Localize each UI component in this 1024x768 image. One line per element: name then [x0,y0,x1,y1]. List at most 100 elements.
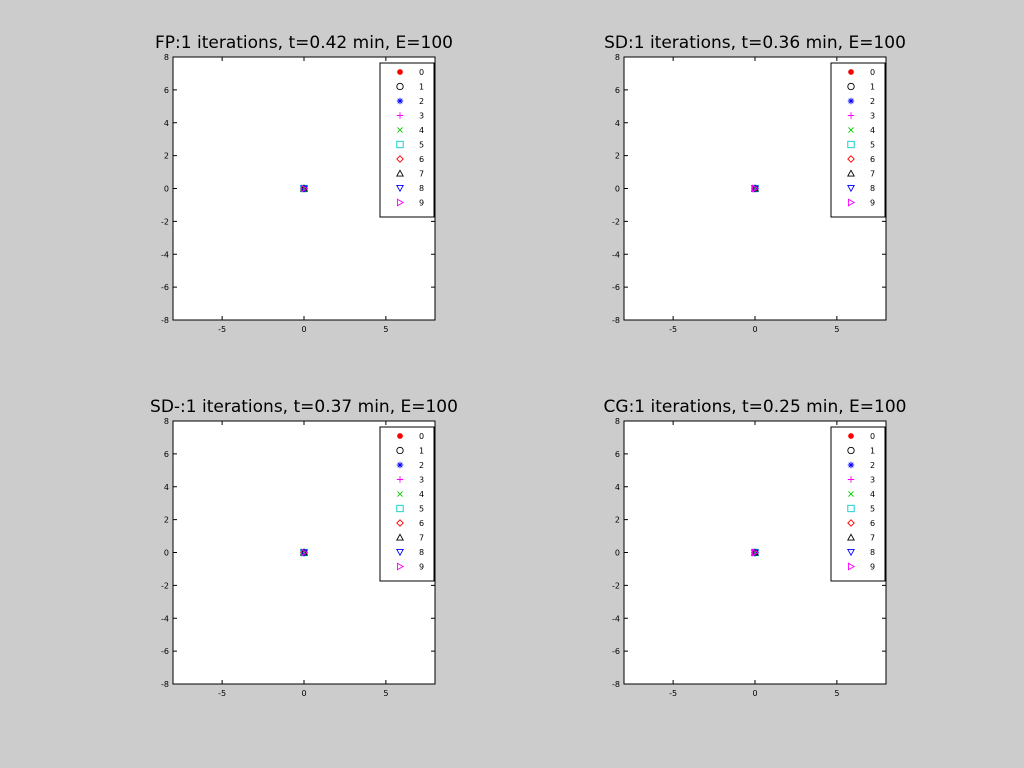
legend-marker-2 [847,97,855,105]
legend-label: 9 [419,563,424,572]
data-point-series-9 [300,184,309,193]
legend-label: 8 [419,184,424,193]
legend-marker-8 [396,548,404,557]
y-tick-label: 2 [615,516,620,525]
y-tick-label: -8 [161,316,169,325]
subplot-2: SD:1 iterations, t=0.36 min, E=100 -5 0 5 8 6… [604,33,906,334]
x-tick-label: 0 [301,689,306,698]
legend-box [830,426,886,582]
y-tick-label: 6 [164,450,169,459]
y-tick-label: 4 [615,483,620,492]
legend-marker-3 [396,476,404,483]
y-tick-label: -2 [612,581,620,590]
legend-label: 7 [419,534,424,543]
legend-marker-6 [847,519,855,527]
subplot-1: FP:1 iterations, t=0.42 min, E=100 -5 0 5 8 6… [155,33,453,334]
data-point-series-8 [751,185,759,193]
x-tick-label: 0 [752,325,757,334]
y-tick-label: 0 [164,549,169,558]
legend-marker-6 [396,519,404,527]
data-point-series-8 [300,185,308,193]
y-tick-label: 8 [615,417,620,426]
legend-label: 4 [870,126,875,135]
legend-marker-4 [848,127,854,133]
legend-label: 4 [870,490,875,499]
data-point-series-8 [300,549,308,557]
y-tick-label: -2 [161,581,169,590]
y-tick-label: 6 [164,86,169,95]
legend-label: 2 [419,97,424,106]
legend-marker-0 [397,69,403,75]
legend-marker-1 [847,446,855,455]
legend-marker-0 [397,433,403,439]
legend-marker-1 [396,82,404,91]
data-point-series-9 [751,184,760,193]
x-tick-label: -5 [218,325,226,334]
y-tick-label: 2 [164,152,169,161]
y-tick-label: -8 [612,316,620,325]
x-tick-label: 5 [383,689,388,698]
y-tick-label: -8 [612,680,620,689]
legend-marker-2 [396,97,404,105]
legend-marker-9 [847,562,856,571]
x-tick-label: -5 [669,325,677,334]
legend: 0 1 2 3 4 5 6 7 8 9 [379,62,435,218]
x-tick-label: 5 [834,325,839,334]
legend-label: 6 [419,519,424,528]
legend-marker-3 [847,112,855,119]
y-tick-label: -4 [612,614,620,623]
y-tick-label: 6 [615,86,620,95]
legend-label: 3 [870,112,875,121]
legend-marker-3 [847,476,855,483]
legend-label: 6 [870,155,875,164]
x-tick-label: -5 [218,689,226,698]
legend-marker-3 [396,112,404,119]
plot-title: SD:1 iterations, t=0.36 min, E=100 [604,33,906,53]
legend-marker-7 [396,533,404,541]
legend: 0 1 2 3 4 5 6 7 8 9 [379,426,435,582]
legend-box [379,62,435,218]
legend-label: 2 [870,461,875,470]
legend-label: 0 [870,432,875,441]
legend-marker-8 [847,548,855,557]
y-tick-label: -2 [161,217,169,226]
legend-label: 9 [870,563,875,572]
legend-marker-7 [396,169,404,177]
y-tick-label: 2 [615,152,620,161]
data-point-series-9 [751,548,760,557]
y-tick-label: 2 [164,516,169,525]
legend-label: 3 [419,476,424,485]
legend-marker-1 [396,446,404,455]
legend-marker-0 [848,433,854,439]
y-tick-label: 4 [164,119,169,128]
legend-box [379,426,435,582]
legend-label: 2 [419,461,424,470]
y-tick-label: 8 [615,53,620,62]
data-point-series-9 [300,548,309,557]
legend-label: 6 [870,519,875,528]
y-tick-label: 0 [164,185,169,194]
legend-label: 7 [419,170,424,179]
y-tick-label: 0 [615,549,620,558]
legend-marker-9 [847,198,856,207]
legend-marker-2 [847,461,855,469]
y-tick-label: 8 [164,53,169,62]
y-tick-label: -6 [612,647,620,656]
y-tick-label: -2 [612,217,620,226]
legend-label: 1 [419,83,424,92]
subplot-3: SD-:1 iterations, t=0.37 min, E=100 -5 0 5 8… [150,397,458,698]
y-tick-label: 4 [164,483,169,492]
legend-marker-0 [848,69,854,75]
y-tick-label: 8 [164,417,169,426]
legend-marker-4 [397,127,403,133]
legend-label: 8 [870,548,875,557]
legend-marker-4 [397,491,403,497]
y-tick-label: -6 [612,283,620,292]
legend-label: 9 [419,199,424,208]
legend-marker-2 [396,461,404,469]
legend-marker-8 [396,184,404,193]
legend-marker-5 [396,504,404,513]
legend-marker-7 [847,533,855,541]
x-tick-label: 5 [383,325,388,334]
legend-label: 8 [870,184,875,193]
